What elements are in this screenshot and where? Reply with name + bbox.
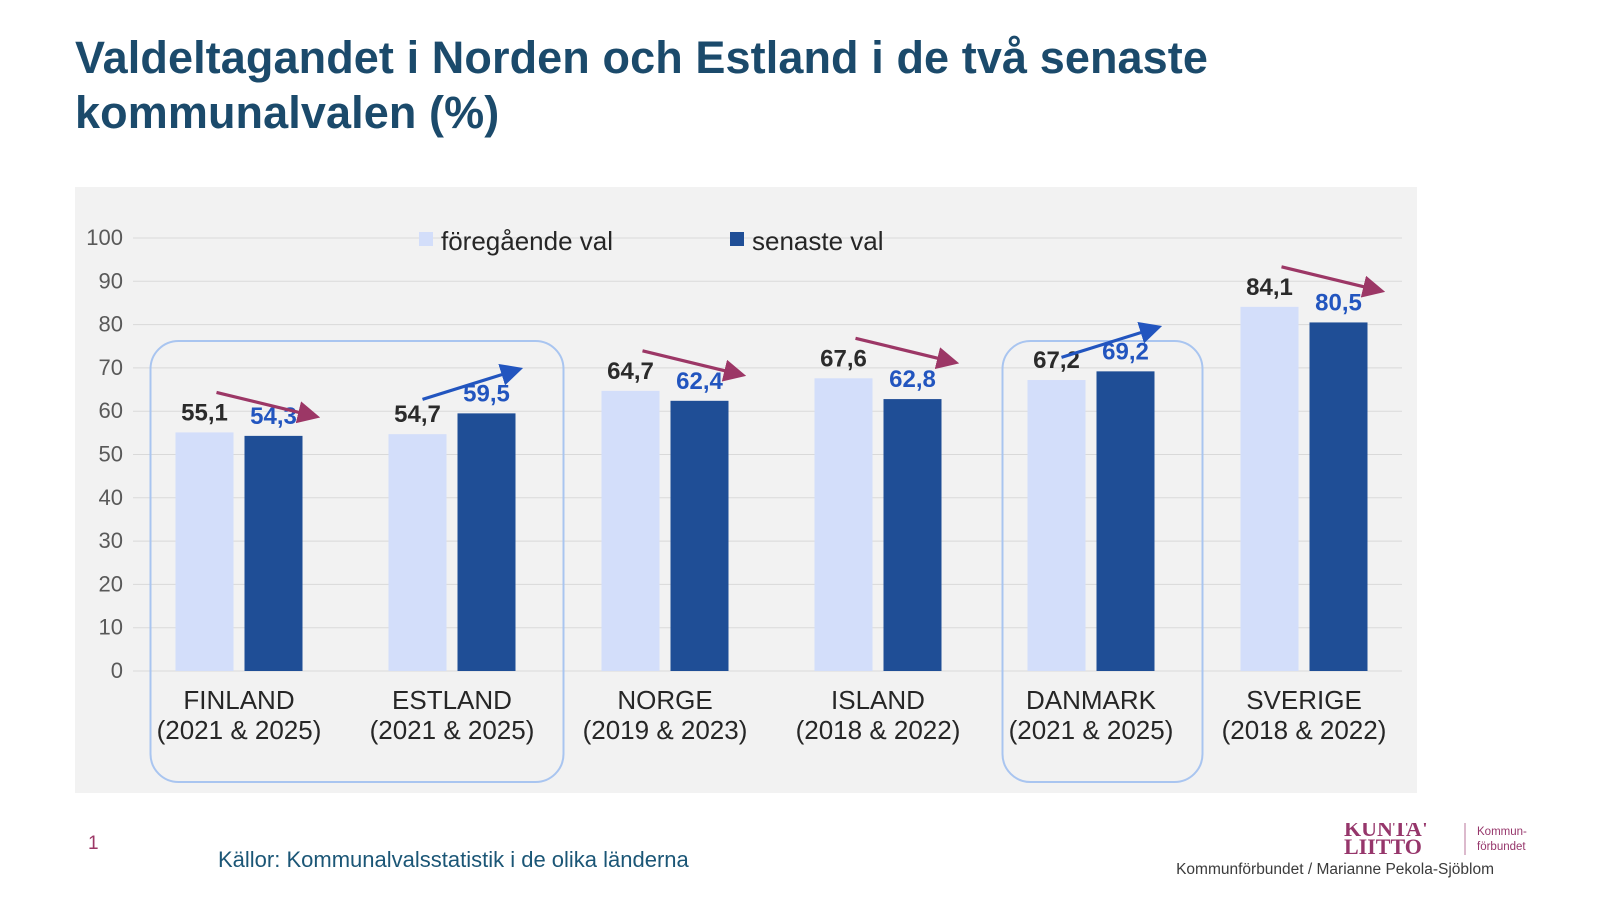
svg-text:100: 100 (86, 225, 123, 250)
svg-text:(2021 & 2025): (2021 & 2025) (370, 715, 535, 745)
svg-text:62,4: 62,4 (676, 368, 723, 395)
svg-text:80,5: 80,5 (1315, 289, 1362, 316)
svg-text:20: 20 (99, 571, 123, 596)
svg-text:föregående val: föregående val (441, 226, 613, 256)
svg-text:FINLAND: FINLAND (183, 685, 294, 715)
svg-text:64,7: 64,7 (607, 358, 654, 385)
svg-text:62,8: 62,8 (889, 366, 936, 393)
svg-text:DANMARK: DANMARK (1026, 685, 1157, 715)
svg-text:10: 10 (99, 615, 123, 640)
svg-text:67,6: 67,6 (820, 345, 867, 372)
svg-text:LIITTO: LIITTO (1344, 834, 1422, 857)
svg-text:50: 50 (99, 442, 123, 467)
svg-text:55,1: 55,1 (181, 399, 228, 426)
svg-text:84,1: 84,1 (1246, 274, 1293, 301)
svg-text:förbundet: förbundet (1477, 841, 1526, 853)
svg-text:40: 40 (99, 485, 123, 510)
svg-text:54,7: 54,7 (394, 401, 441, 428)
svg-text:(2021 & 2025): (2021 & 2025) (157, 715, 322, 745)
svg-text:ESTLAND: ESTLAND (392, 685, 512, 715)
svg-text:30: 30 (99, 528, 123, 553)
svg-text:80: 80 (99, 312, 123, 337)
svg-text:(2018 & 2022): (2018 & 2022) (1222, 715, 1387, 745)
svg-text:(2018 & 2022): (2018 & 2022) (796, 715, 961, 745)
svg-text:ISLAND: ISLAND (831, 685, 925, 715)
svg-text:SVERIGE: SVERIGE (1246, 685, 1362, 715)
svg-text:NORGE: NORGE (617, 685, 712, 715)
svg-text:0: 0 (111, 658, 123, 683)
svg-text:67,2: 67,2 (1033, 347, 1080, 374)
svg-text:60: 60 (99, 398, 123, 423)
svg-text:(2021 & 2025): (2021 & 2025) (1009, 715, 1174, 745)
svg-text:senaste val: senaste val (752, 226, 884, 256)
svg-text:90: 90 (99, 268, 123, 293)
svg-text:Kommun-: Kommun- (1477, 826, 1527, 838)
svg-text:70: 70 (99, 355, 123, 380)
svg-text:(2019 & 2023): (2019 & 2023) (583, 715, 748, 745)
